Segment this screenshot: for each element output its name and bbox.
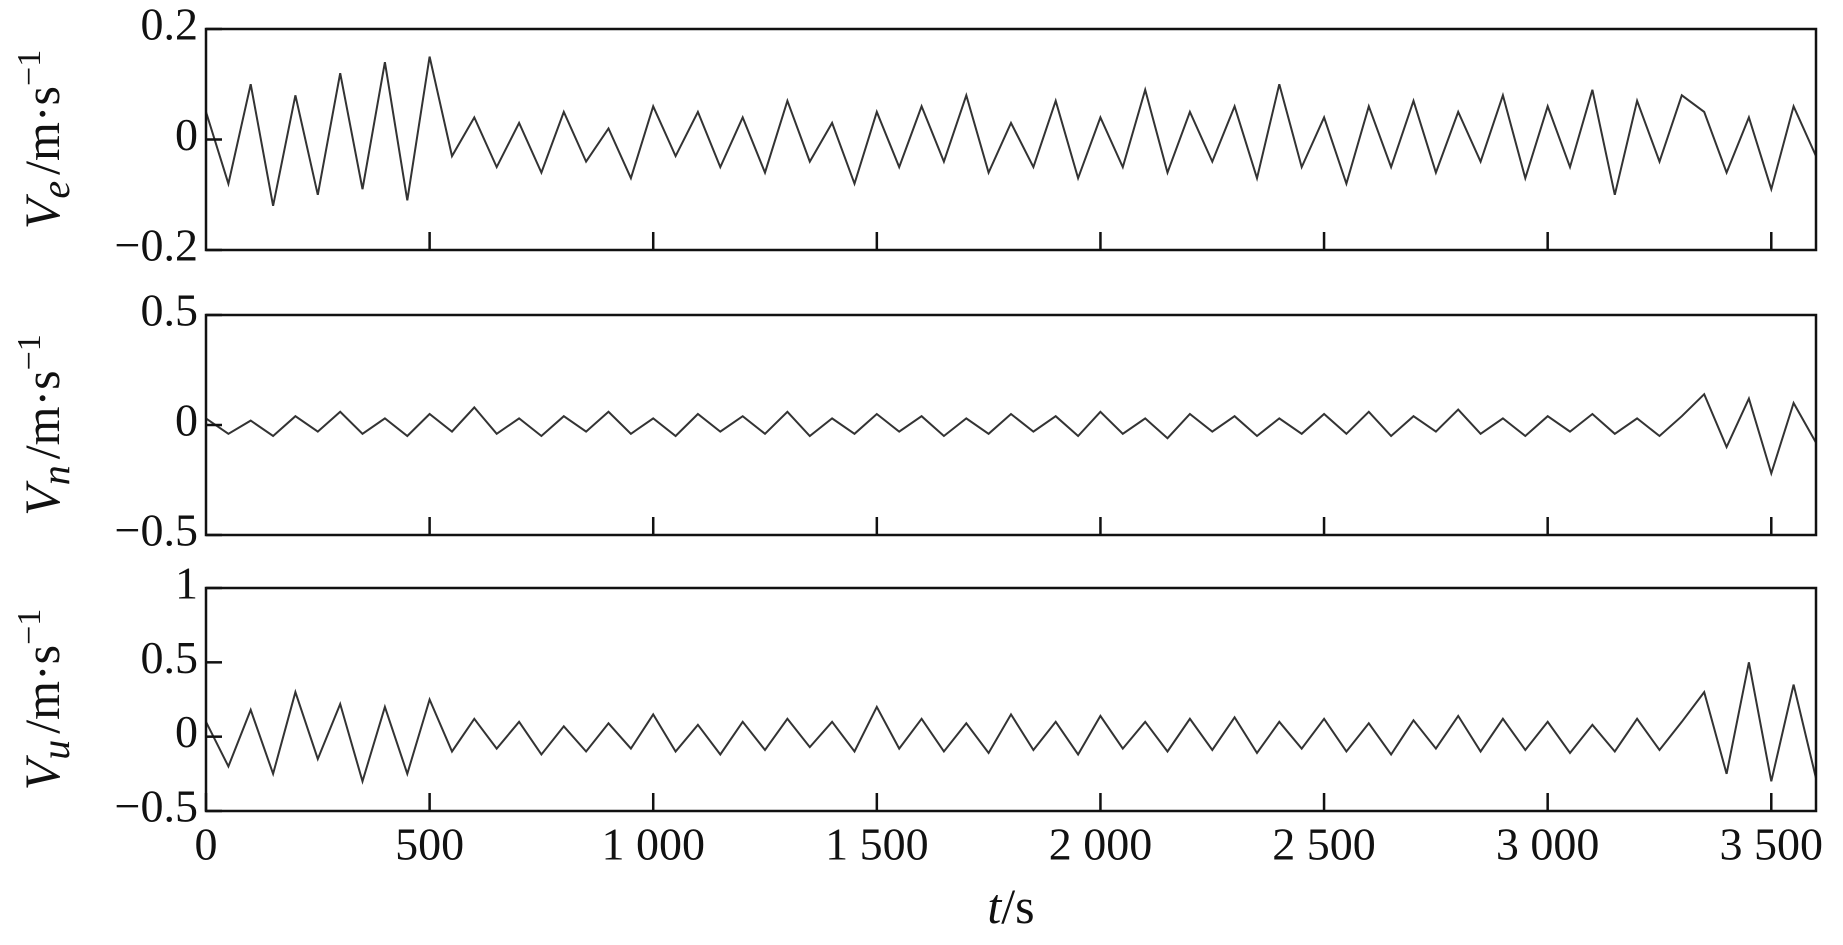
plot-frame: [204, 313, 1818, 537]
x-tick-label: 2 000: [1049, 819, 1153, 870]
x-tick-label: 1 500: [825, 819, 929, 870]
y-label-symbol: V: [14, 193, 70, 229]
y-label-unit: /m·s: [14, 86, 70, 175]
y-tick-label: −0.5: [115, 781, 198, 832]
y-label-subscript: e: [33, 181, 78, 199]
y-axis-label: Vn/m·s−1: [11, 334, 78, 516]
data-line: [205, 56, 1817, 206]
y-label-unit: /m·s: [14, 645, 70, 734]
x-label-unit: /s: [1001, 878, 1034, 934]
y-axis-label: Ve/m·s−1: [11, 50, 78, 229]
plot-frame: [204, 586, 1818, 813]
x-axis-label: t/s: [987, 878, 1034, 934]
x-tick-label: 1 000: [601, 819, 705, 870]
x-tick-label: 500: [395, 819, 464, 870]
y-tick-label: 0.2: [141, 0, 199, 50]
x-tick-label: 0: [195, 819, 218, 870]
x-tick-label: 3 500: [1720, 819, 1824, 870]
y-label-exponent: −1: [11, 50, 48, 86]
y-tick-label: 0: [175, 395, 198, 446]
data-line: [205, 392, 1817, 477]
y-label-subscript: n: [33, 465, 78, 485]
y-tick-label: 0: [175, 706, 198, 757]
y-label-unit: /m·s: [14, 370, 70, 459]
y-label-exponent: −1: [11, 334, 48, 370]
y-tick-label: 0.5: [141, 632, 199, 683]
y-tick-label: 0.5: [141, 285, 199, 336]
x-tick-label: 3 000: [1496, 819, 1600, 870]
x-label-symbol: t: [987, 878, 1002, 934]
x-tick-label: 2 500: [1272, 819, 1376, 870]
y-tick-label: 1: [175, 558, 198, 609]
y-axis-label: Vu/m·s−1: [11, 609, 78, 791]
y-tick-label: 0: [175, 109, 198, 160]
y-tick-label: −0.5: [115, 505, 198, 556]
data-line: [205, 662, 1817, 785]
y-label-subscript: u: [33, 740, 78, 760]
y-label-exponent: −1: [11, 609, 48, 645]
y-label-symbol: V: [14, 754, 70, 790]
y-label-symbol: V: [14, 480, 70, 516]
y-tick-label: −0.2: [115, 220, 198, 271]
